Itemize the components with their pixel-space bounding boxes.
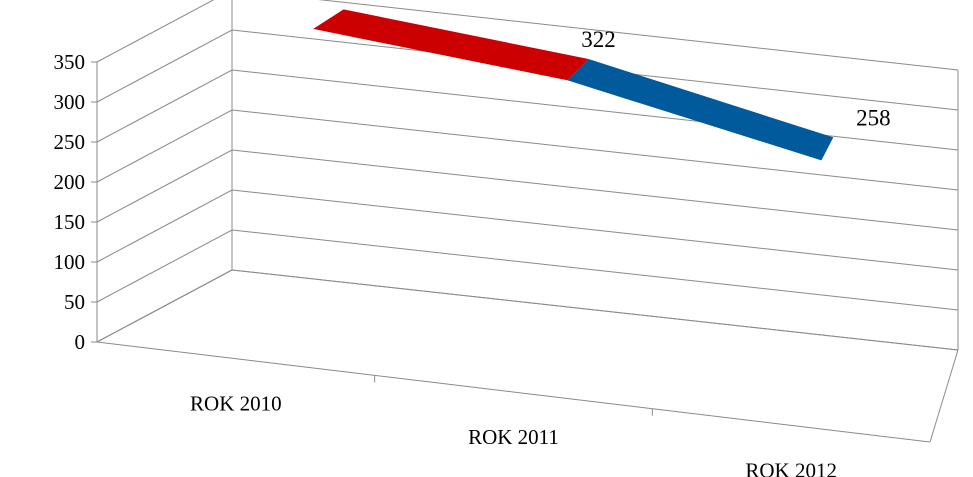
y-tick-label: 250	[54, 130, 86, 154]
ribbon-segment	[313, 9, 589, 81]
y-tick-label: 350	[54, 50, 86, 74]
x-tick-label: ROK 2010	[190, 392, 282, 416]
data-label: 350	[336, 0, 371, 2]
x-tick-label: ROK 2011	[468, 425, 559, 449]
y-tick-label: 300	[54, 90, 86, 114]
y-tick-label: 150	[54, 210, 86, 234]
gridline	[96, 269, 959, 351]
floor-front-edge	[96, 341, 931, 443]
floor-right-edge	[929, 349, 959, 443]
gridline	[96, 29, 959, 111]
series-ribbon	[313, 9, 834, 161]
y-tick-label: 100	[54, 250, 86, 274]
y-tick-label: 0	[75, 330, 86, 354]
gridline	[96, 189, 959, 271]
x-tick-label: ROK 2012	[745, 458, 837, 477]
gridline	[96, 149, 959, 231]
gridline	[96, 229, 959, 311]
y-tick-label: 50	[64, 290, 85, 314]
gridline	[96, 109, 959, 191]
y-axis-ticks: 0 50 100 150 200 250 300 350	[54, 50, 97, 354]
data-labels: 350 322 258	[336, 0, 890, 130]
data-label: 258	[856, 105, 891, 130]
ribbon-segment	[567, 59, 834, 161]
y-tick-label: 200	[54, 170, 86, 194]
x-axis-categories: ROK 2010 ROK 2011 ROK 2012	[190, 375, 837, 477]
gridline	[96, 0, 959, 71]
data-label: 322	[581, 27, 616, 52]
